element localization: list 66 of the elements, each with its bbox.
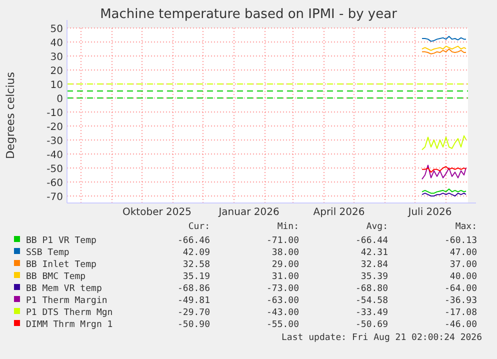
- text: -66.44: [355, 236, 388, 246]
- y-tick-label: -40: [46, 150, 63, 161]
- y-tick-label: 30: [50, 52, 63, 63]
- line-series: [422, 135, 466, 150]
- text: 37.00: [450, 260, 477, 270]
- text: -73.00: [266, 284, 299, 294]
- text: -17.08: [444, 308, 477, 318]
- text: -64.00: [444, 284, 477, 294]
- y-tick-label: -30: [46, 136, 63, 147]
- text: -66.46: [177, 236, 210, 246]
- text: -49.81: [177, 296, 210, 306]
- text: 40.00: [450, 272, 477, 282]
- x-tick-label: Oktober 2025: [122, 207, 192, 218]
- y-tick-label: -70: [46, 192, 63, 203]
- text: -50.90: [177, 320, 210, 330]
- text: -33.49: [355, 308, 388, 318]
- text: 29.00: [272, 260, 299, 270]
- text: 35.39: [360, 272, 388, 282]
- text: Max:: [455, 222, 477, 232]
- legend-label: P1 Therm Margin: [26, 296, 108, 306]
- y-tick-label: 10: [50, 80, 63, 91]
- y-tick-label: -60: [46, 178, 63, 189]
- text: Avg:: [366, 222, 388, 232]
- legend-label: DIMM Thrm Mrgn 1: [26, 320, 113, 330]
- text: 42.31: [360, 248, 388, 258]
- y-tick-label: -20: [46, 122, 63, 133]
- text: Min:: [277, 222, 299, 232]
- legend-label: SSB Temp: [26, 248, 70, 258]
- y-tick-label: 40: [50, 38, 63, 49]
- text: -36.93: [444, 296, 477, 306]
- text: 32.58: [182, 260, 210, 270]
- y-tick-label: -10: [46, 108, 63, 119]
- text: -68.86: [177, 284, 210, 294]
- text: -54.58: [355, 296, 388, 306]
- text: -55.00: [266, 320, 299, 330]
- text: 38.00: [272, 248, 299, 258]
- legend-label: BB Inlet Temp: [26, 260, 96, 270]
- text: -68.80: [355, 284, 388, 294]
- text: 42.09: [182, 248, 210, 258]
- y-tick-label: 50: [50, 24, 63, 35]
- x-tick-label: Juli 2026: [407, 207, 452, 218]
- text: Last update: Fri Aug 21 02:00:24 2026: [282, 333, 482, 343]
- text: 32.84: [360, 260, 388, 270]
- y-tick-label: 0: [56, 94, 63, 105]
- text: -60.13: [444, 236, 477, 246]
- line-series: [422, 164, 466, 180]
- text: 31.00: [272, 272, 299, 282]
- text: -43.00: [266, 308, 299, 318]
- legend-label: P1 DTS Therm Mgn: [26, 308, 113, 318]
- text: 47.00: [450, 248, 477, 258]
- text: -29.70: [177, 308, 210, 318]
- text: -50.69: [355, 320, 388, 330]
- legend-label: BB BMC Temp: [26, 272, 86, 282]
- y-axis-title: Degrees celcius: [4, 72, 17, 159]
- text: -46.00: [444, 320, 477, 330]
- text: Cur:: [188, 222, 210, 232]
- x-tick-label: Januar 2026: [218, 207, 280, 218]
- legend-label: BB Mem VR temp: [26, 284, 102, 294]
- chart-title: Machine temperature based on IPMI - by year: [100, 7, 398, 22]
- text: 35.19: [182, 272, 210, 282]
- y-tick-label: 20: [50, 66, 63, 77]
- y-tick-label: -50: [46, 164, 63, 175]
- text: -63.00: [266, 296, 299, 306]
- legend-label: BB P1 VR Temp: [26, 236, 96, 246]
- text: -71.00: [266, 236, 299, 246]
- x-tick-label: April 2026: [313, 207, 365, 218]
